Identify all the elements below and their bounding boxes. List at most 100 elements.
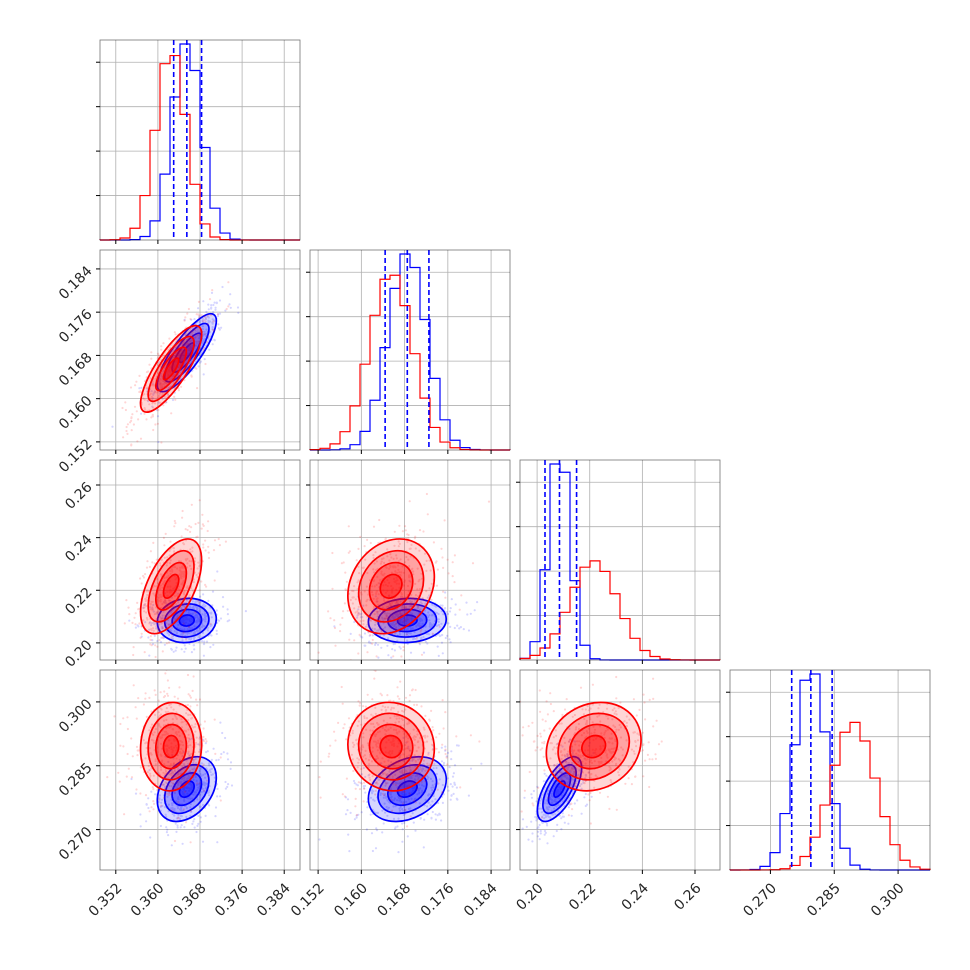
scatter-point (131, 413, 134, 416)
scatter-point (548, 805, 551, 809)
scatter-point (195, 605, 198, 609)
scatter-point (545, 799, 548, 802)
scatter-point (555, 794, 558, 797)
scatter-point (438, 635, 441, 638)
scatter-point (187, 719, 190, 722)
density-fill-series-0 (179, 614, 195, 627)
scatter-point (185, 559, 188, 562)
scatter-point (449, 783, 452, 786)
scatter-point (420, 602, 424, 605)
scatter-point (527, 838, 530, 841)
scatter-point (229, 293, 232, 296)
scatter-point (390, 556, 393, 559)
scatter-point (413, 631, 416, 634)
scatter-point (403, 771, 406, 774)
scatter-point (393, 530, 396, 533)
scatter-point (391, 752, 394, 755)
scatter-point (402, 753, 405, 756)
scatter-point (221, 731, 224, 735)
scatter-point (527, 725, 530, 728)
scatter-point (384, 709, 387, 712)
scatter-point (386, 614, 389, 618)
scatter-point (197, 340, 200, 343)
scatter-point (384, 796, 387, 799)
scatter-point (371, 750, 374, 753)
scatter-point (142, 397, 145, 400)
scatter-point (166, 694, 170, 697)
scatter-point (383, 728, 386, 731)
scatter-point (128, 613, 131, 616)
scatter-point (521, 818, 525, 821)
scatter-point (372, 568, 375, 571)
scatter-point (413, 738, 416, 741)
scatter-point (391, 623, 394, 626)
scatter-point (162, 696, 166, 699)
scatter-point (169, 588, 172, 592)
scatter-point (210, 634, 213, 637)
scatter-point (163, 580, 166, 583)
scatter-point (175, 582, 178, 585)
scatter-point (422, 726, 425, 729)
scatter-point (381, 771, 384, 775)
scatter-point (224, 787, 227, 790)
scatter-point (196, 609, 199, 612)
scatter-point (536, 785, 539, 789)
scatter-point (167, 368, 170, 371)
scatter-point (366, 742, 370, 745)
scatter-point (409, 807, 412, 810)
density-fill-series-1 (148, 550, 194, 622)
scatter-point (187, 750, 190, 753)
density-fill-series-0 (172, 772, 202, 806)
scatter-point (403, 619, 406, 622)
scatter-point (369, 778, 372, 782)
scatter-point (190, 332, 194, 335)
scatter-point (424, 714, 427, 718)
scatter-point (405, 770, 408, 773)
scatter-point (163, 592, 167, 595)
scatter-point (376, 749, 379, 752)
scatter-point (156, 751, 159, 754)
scatter-point (201, 840, 205, 843)
hist-panel-2 (516, 459, 721, 664)
scatter-point (193, 754, 196, 757)
scatter-point (402, 813, 405, 816)
scatter-point (404, 809, 407, 812)
scatter-point (403, 561, 407, 564)
scatter-point (405, 620, 408, 623)
scatter-point (573, 770, 577, 774)
scatter-point (406, 740, 409, 743)
scatter-point (560, 828, 563, 831)
scatter-point (157, 716, 160, 719)
scatter-point (197, 601, 200, 604)
scatter-point (654, 757, 658, 761)
contour-series-0 (542, 763, 577, 815)
scatter-point (214, 815, 217, 818)
scatter-point (178, 686, 181, 689)
scatter-point (418, 587, 422, 591)
scatter-point (383, 572, 386, 575)
scatter-point (197, 365, 200, 368)
scatter-point (156, 578, 159, 581)
scatter-point (373, 628, 376, 631)
scatter-point (395, 782, 399, 785)
scatter-point (181, 720, 184, 724)
scatter-point (226, 608, 229, 611)
scatter-point (423, 563, 426, 566)
scatter-point (185, 786, 188, 789)
scatter-point (197, 814, 200, 818)
scatter-point (532, 804, 535, 807)
scatter-point (419, 736, 422, 740)
scatter-point (406, 618, 409, 621)
scatter-point (151, 397, 154, 400)
scatter-point (193, 764, 196, 767)
scatter-point (379, 562, 382, 565)
scatter-point (206, 750, 209, 753)
scatter-point (357, 813, 360, 816)
scatter-point (400, 796, 403, 799)
scatter-point (150, 738, 154, 742)
scatter-point (381, 809, 384, 812)
scatter-point (195, 600, 198, 603)
scatter-point (199, 601, 202, 604)
scatter-point (183, 605, 186, 608)
scatter-point (357, 608, 360, 611)
